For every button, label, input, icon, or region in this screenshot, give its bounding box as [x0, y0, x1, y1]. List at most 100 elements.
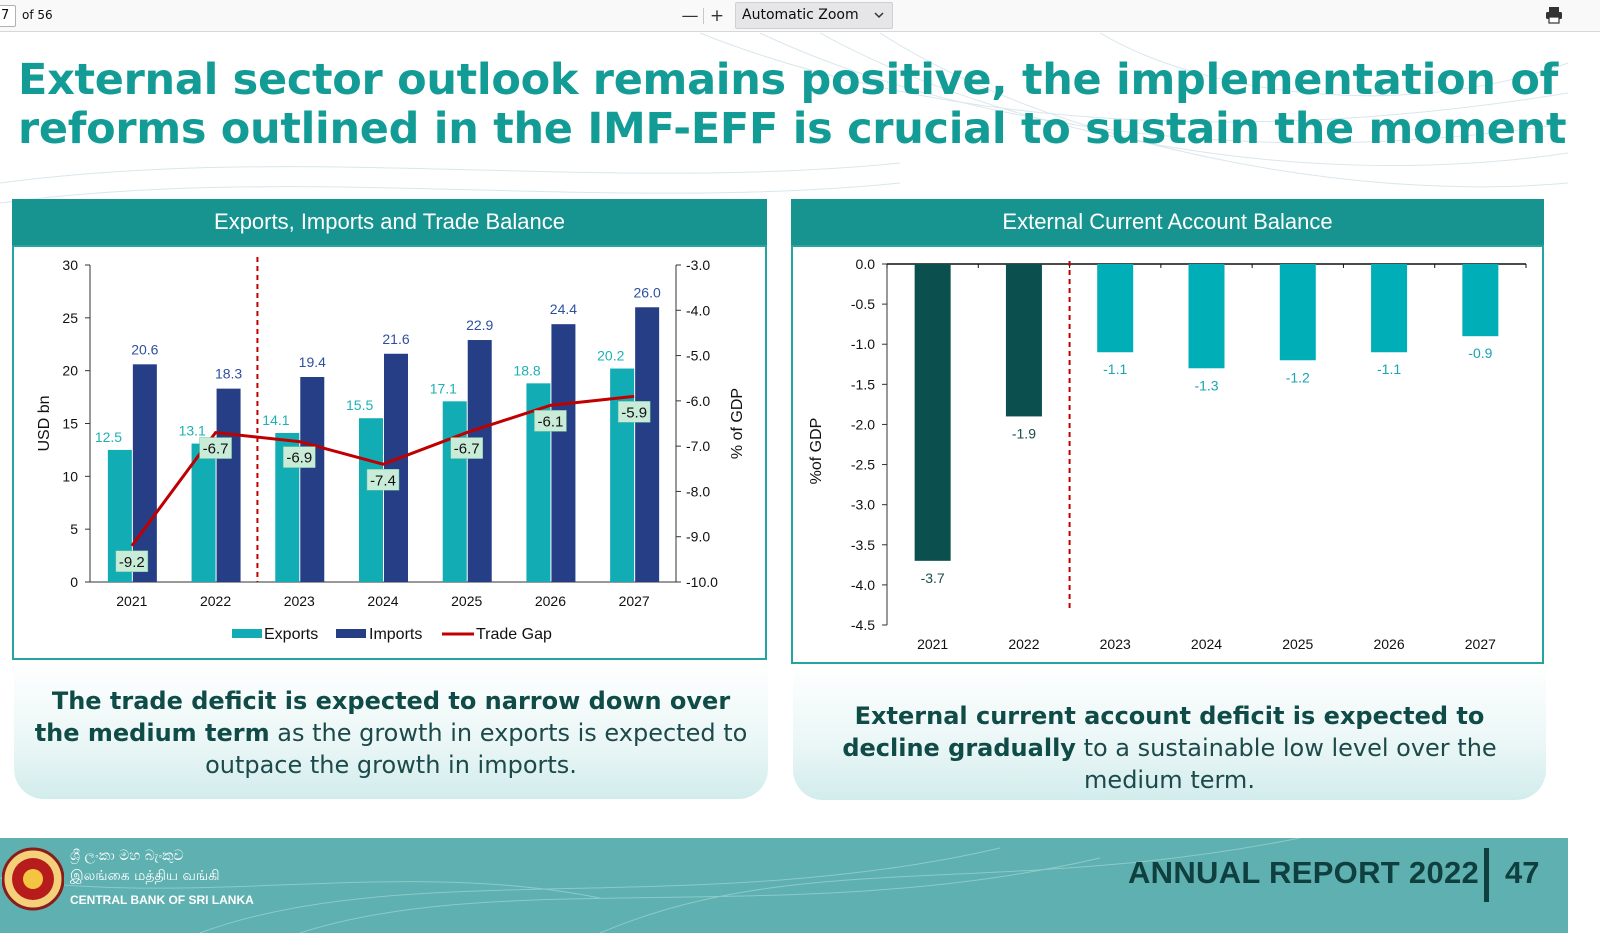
left-tick-label: 20 — [62, 363, 78, 379]
zoom-out-button[interactable]: — — [681, 6, 699, 26]
exports-value-label: 15.5 — [346, 397, 373, 413]
zoom-in-button[interactable]: + — [709, 6, 725, 26]
right-tick-label: -9.0 — [686, 529, 710, 545]
current-account-bar — [1097, 264, 1134, 353]
cab-summary-bold: External current account deficit is expe… — [842, 702, 1485, 762]
y-tick-label: -1.5 — [851, 376, 875, 392]
zoom-select-value: Automatic Zoom — [742, 7, 859, 23]
bank-name-local: ශ්‍රී ලංකා මහ බැංකුව இலங்கை மத்திய வங்கி — [70, 846, 220, 886]
right-axis-title: % of GDP — [729, 388, 746, 459]
x-tick-label: 2025 — [1282, 636, 1313, 652]
exports-value-label: 18.8 — [513, 362, 540, 378]
chevron-down-icon — [874, 12, 884, 19]
trade-gap-value-label: -6.1 — [537, 413, 563, 430]
trade-gap-label-box — [366, 469, 400, 491]
x-tick-label: 2024 — [1191, 636, 1222, 652]
imports-value-label: 21.6 — [382, 331, 409, 347]
trade-gap-label-box — [283, 446, 316, 468]
print-icon[interactable] — [1545, 6, 1563, 24]
x-tick-label: 2022 — [200, 593, 231, 609]
trade-balance-chart: 051015202530-10.0-9.0-8.0-7.0-6.0-5.0-4.… — [36, 257, 746, 643]
imports-bar — [635, 307, 660, 582]
exports-value-label: 14.1 — [262, 412, 289, 428]
trade-gap-label-box — [534, 410, 567, 432]
y-tick-label: -4.5 — [851, 617, 875, 633]
x-tick-label: 2027 — [619, 593, 650, 609]
current-account-bar — [1188, 264, 1225, 369]
exports-value-label: 20.2 — [597, 348, 624, 364]
x-tick-label: 2023 — [284, 593, 315, 609]
current-account-value-label: -1.1 — [1103, 361, 1127, 377]
x-tick-label: 2024 — [367, 593, 398, 609]
footer-banner: ශ්‍රී ලංකා මහ බැංකුව இலங்கை மத்திய வங்கி… — [0, 838, 1568, 933]
trade-summary-text: as the growth in exports is expected to … — [205, 719, 748, 779]
trade-gap-value-label: -5.9 — [621, 404, 647, 421]
right-tick-label: -6.0 — [686, 393, 710, 409]
y-tick-label: -2.0 — [851, 416, 875, 432]
trade-gap-value-label: -7.4 — [370, 472, 396, 489]
exports-bar — [359, 418, 383, 582]
toolbar-separator — [703, 8, 704, 24]
viewer-toolbar: 7 of 56 — + Automatic Zoom — [0, 0, 1600, 32]
current-account-value-label: -3.7 — [921, 570, 945, 586]
trade-chart-box: 0 5 10 15 20 25 30 -10.0 -9.0 -8.0 -7.0 -6.0 -5.0 -4.… — [12, 245, 767, 660]
trade-gap-value-label: -9.2 — [119, 554, 145, 571]
current-account-bar — [1279, 264, 1316, 361]
exports-bar — [610, 368, 635, 582]
legend-imports-label: Imports — [369, 626, 422, 643]
left-tick-label: 25 — [62, 310, 78, 326]
bank-name-tamil: இலங்கை மத்திய வங்கி — [70, 868, 220, 884]
background-wave-pattern — [0, 33, 1568, 204]
x-tick-label: 2025 — [451, 593, 482, 609]
trade-gap-label-box — [115, 550, 149, 573]
trade-gap-value-label: -6.9 — [286, 450, 312, 467]
current-account-chart: -4.5 -4.0 -3.5 -3.0 -2.5 -2.0 -1.5 -1.0 -0.5 0.0%… — [808, 256, 1527, 652]
bank-name-english: CENTRAL BANK OF SRI LANKA — [70, 893, 254, 907]
slide-page: External sector outlook remains positive… — [0, 33, 1568, 933]
imports-bar — [551, 324, 576, 582]
imports-bar — [384, 353, 408, 582]
page-number-input[interactable]: 7 — [0, 5, 16, 27]
current-account-value-label: -1.3 — [1194, 377, 1218, 393]
current-account-bar — [1005, 264, 1042, 417]
cab-summary-card: External current account deficit is expe… — [793, 664, 1546, 800]
current-account-bar — [1462, 264, 1499, 337]
x-tick-label: 2022 — [1008, 636, 1039, 652]
page-title-line-2: reforms outlined in the IMF-EFF is cruci… — [18, 104, 1568, 154]
x-tick-label: 2026 — [1373, 636, 1404, 652]
imports-bar — [216, 388, 241, 582]
current-account-value-label: -1.1 — [1377, 361, 1401, 377]
x-tick-label: 2023 — [1100, 636, 1131, 652]
footer-divider — [1484, 848, 1489, 902]
left-tick-label: 30 — [62, 257, 78, 273]
cab-chart-box: -4.5 -4.0 -3.5 -3.0 -2.5 -2.0 -1.5 -1.0 -0.5 0.0%… — [791, 245, 1544, 664]
trade-gap-value-label: -6.7 — [454, 441, 480, 458]
imports-value-label: 24.4 — [550, 301, 577, 317]
left-tick-label: 10 — [62, 468, 78, 484]
zoom-select[interactable]: Automatic Zoom — [735, 2, 893, 29]
y-tick-label: -3.5 — [851, 537, 875, 553]
right-tick-label: -8.0 — [686, 483, 710, 499]
left-tick-label: 0 — [70, 574, 78, 590]
cab-chart-title: External Current Account Balance — [791, 199, 1544, 245]
imports-value-label: 26.0 — [634, 284, 661, 300]
trade-gap-line — [130, 394, 635, 547]
right-tick-label: -3.0 — [686, 257, 710, 273]
trade-gap-value-label: -6.7 — [203, 441, 229, 458]
left-tick-label: 15 — [62, 416, 78, 432]
imports-value-label: 22.9 — [466, 317, 493, 333]
annual-report-label: ANNUAL REPORT 2022 — [1128, 855, 1480, 890]
x-tick-label: 2021 — [917, 636, 948, 652]
y-tick-label: -1.0 — [851, 336, 875, 352]
imports-bar — [132, 364, 157, 582]
cab-summary-text: to a sustainable low level over the medi… — [1075, 734, 1497, 794]
legend-exports-label: Exports — [264, 626, 318, 643]
page-count-label: of 56 — [22, 8, 53, 22]
legend-exports-swatch — [232, 629, 262, 638]
x-tick-label: 2026 — [535, 593, 566, 609]
y-axis-title: %of GDP — [808, 418, 825, 485]
exports-value-label: 13.1 — [179, 423, 206, 439]
page-title: External sector outlook remains positive… — [18, 56, 1568, 154]
current-account-bar — [1371, 264, 1408, 353]
bank-name-sinhala: ශ්‍රී ලංකා මහ බැංකුව — [70, 848, 184, 864]
